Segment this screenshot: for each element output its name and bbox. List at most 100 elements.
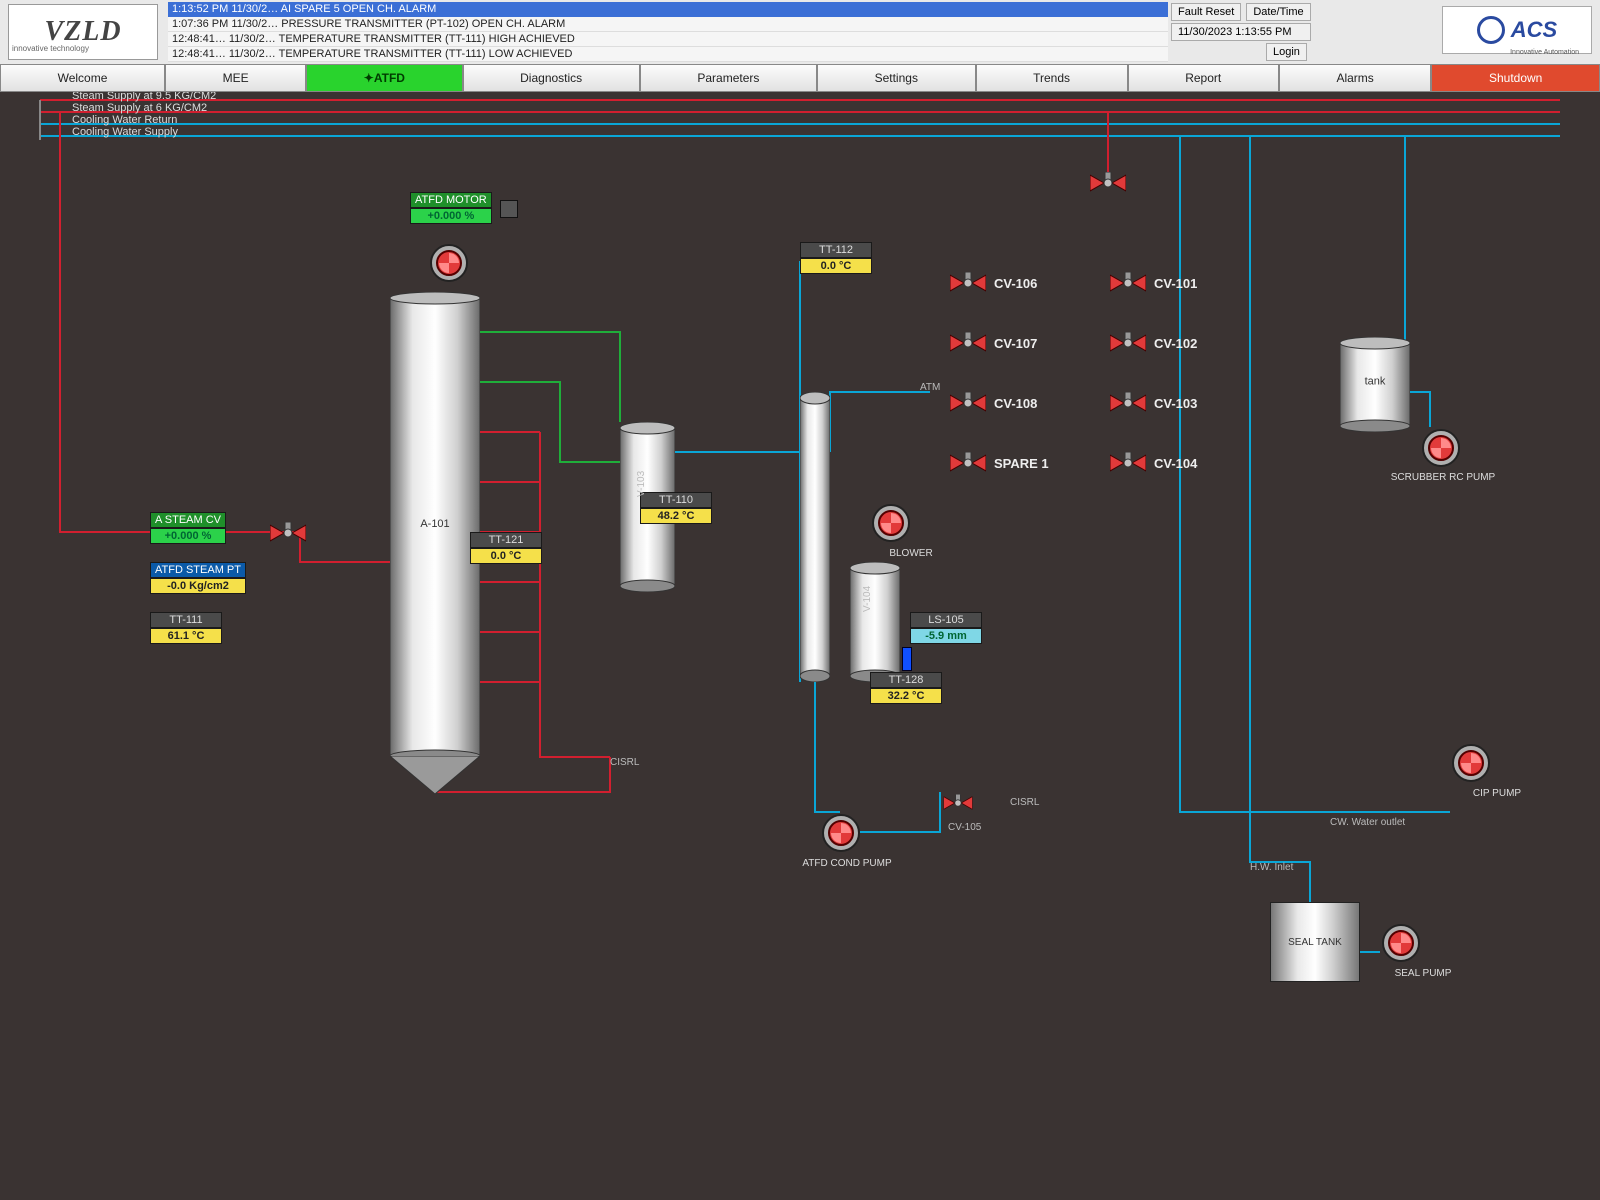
valve-icon[interactable] <box>950 272 986 294</box>
pump-label: BLOWER <box>856 548 966 559</box>
label-hw_in: H.W. Inlet <box>1250 862 1293 873</box>
alarm-row[interactable]: 12:48:41… 11/30/2… TEMPERATURE TRANSMITT… <box>168 47 1168 62</box>
pipe-header-label: Cooling Water Return <box>72 114 177 126</box>
nav-trends[interactable]: Trends <box>976 64 1128 92</box>
tag-value: 0.0 °C <box>470 548 542 564</box>
level-indicator <box>902 647 912 671</box>
navbar: WelcomeMEE✦ ATFDDiagnosticsParametersSet… <box>0 64 1600 92</box>
pump-scrubber-rc-pump[interactable] <box>1420 427 1462 469</box>
leaf-icon: ✦ <box>364 71 374 85</box>
cv-label: CV-106 <box>994 276 1037 291</box>
pump-cip-pump[interactable] <box>1450 742 1492 784</box>
alarm-row[interactable]: 1:13:52 PM 11/30/2… AI SPARE 5 OPEN CH. … <box>168 2 1168 17</box>
nav-label: Report <box>1185 71 1221 85</box>
alarm-row[interactable]: 12:48:41… 11/30/2… TEMPERATURE TRANSMITT… <box>168 32 1168 47</box>
datetime-label: Date/Time <box>1246 3 1310 21</box>
pump-blower[interactable] <box>870 502 912 544</box>
tag-tt_128[interactable]: TT-12832.2 °C <box>870 672 942 704</box>
vessel <box>800 392 830 682</box>
nav-welcome[interactable]: Welcome <box>0 64 165 92</box>
tag-ls_105[interactable]: LS-105-5.9 mm <box>910 612 982 644</box>
tag-tt_112[interactable]: TT-1120.0 °C <box>800 242 872 274</box>
nav-label: ATFD <box>374 71 405 85</box>
pump-atfd-cond-pump[interactable] <box>820 812 862 854</box>
cv-label: CV-102 <box>1154 336 1197 351</box>
tag-value: +0.000 % <box>410 208 492 224</box>
topbar: VZLD innovative technology 1:13:52 PM 11… <box>0 0 1600 92</box>
fault-reset-button[interactable]: Fault Reset <box>1171 3 1241 21</box>
gear-icon <box>1477 16 1505 44</box>
nav-alarms[interactable]: Alarms <box>1279 64 1432 92</box>
label-cw_out: CW. Water outlet <box>1330 817 1405 828</box>
valve-icon[interactable] <box>950 392 986 414</box>
nav-label: Settings <box>875 71 918 85</box>
alarm-row[interactable]: 1:07:36 PM 11/30/2… PRESSURE TRANSMITTER… <box>168 17 1168 32</box>
tag-tt_121[interactable]: TT-1210.0 °C <box>470 532 542 564</box>
a-steam-cv-valve[interactable] <box>270 522 306 544</box>
nav-mee[interactable]: MEE <box>165 64 306 92</box>
datetime-value: 11/30/2023 1:13:55 PM <box>1171 23 1311 41</box>
cv-row-cv-101: CV-101 <box>1110 272 1197 294</box>
cv-label: CV-108 <box>994 396 1037 411</box>
cv-label: SPARE 1 <box>994 456 1049 471</box>
tag-value: 32.2 °C <box>870 688 942 704</box>
tag-label: TT-112 <box>800 242 872 258</box>
svg-text:A-101: A-101 <box>420 518 449 530</box>
nav-atfd[interactable]: ✦ ATFD <box>306 64 462 92</box>
nav-label: Alarms <box>1336 71 1373 85</box>
pump-label: ATFD COND PUMP <box>792 858 902 869</box>
pump-motor[interactable] <box>428 242 470 284</box>
cv-label: CV-107 <box>994 336 1037 351</box>
tag-atfd_steam_pt[interactable]: ATFD STEAM PT-0.0 Kg/cm2 <box>150 562 246 594</box>
tag-a_steam_cv[interactable]: A STEAM CV+0.000 % <box>150 512 226 544</box>
pump-label: SEAL PUMP <box>1368 968 1478 979</box>
tag-value: 0.0 °C <box>800 258 872 274</box>
pump-seal-pump[interactable] <box>1380 922 1422 964</box>
tag-label: ATFD STEAM PT <box>150 562 246 578</box>
nav-label: Welcome <box>58 71 108 85</box>
nav-parameters[interactable]: Parameters <box>640 64 817 92</box>
cv-row-cv-108: CV-108 <box>950 392 1037 414</box>
tag-tt_111[interactable]: TT-11161.1 °C <box>150 612 222 644</box>
motor-status-indicator[interactable] <box>500 200 518 218</box>
login-button[interactable]: Login <box>1266 43 1307 61</box>
valve-icon[interactable] <box>1110 392 1146 414</box>
nav-settings[interactable]: Settings <box>817 64 976 92</box>
valve-icon[interactable] <box>950 332 986 354</box>
vessel <box>850 562 900 682</box>
cv-label: CV-103 <box>1154 396 1197 411</box>
valve-icon[interactable] <box>950 452 986 474</box>
tag-value: 61.1 °C <box>150 628 222 644</box>
nav-label: Parameters <box>697 71 759 85</box>
label-cisrl1: CISRL <box>610 757 639 768</box>
nav-shutdown[interactable]: Shutdown <box>1431 64 1600 92</box>
tag-value: -5.9 mm <box>910 628 982 644</box>
label-v104: V-104 <box>862 586 873 612</box>
label-v103: V-103 <box>636 471 647 497</box>
cv-row-cv-106: CV-106 <box>950 272 1037 294</box>
process-canvas: Steam Supply at 9.5 KG/CM2Steam Supply a… <box>0 92 1600 1200</box>
header-valve[interactable] <box>1090 172 1126 194</box>
tag-label: A STEAM CV <box>150 512 226 528</box>
header-right-info: Fault Reset Date/Time 11/30/2023 1:13:55… <box>1170 2 1430 62</box>
pump-label: SCRUBBER RC PUMP <box>1388 472 1498 483</box>
nav-label: MEE <box>223 71 249 85</box>
valve-icon[interactable] <box>1110 272 1146 294</box>
alarm-list: 1:13:52 PM 11/30/2… AI SPARE 5 OPEN CH. … <box>168 2 1168 62</box>
nav-diagnostics[interactable]: Diagnostics <box>463 64 640 92</box>
tag-atfd_motor[interactable]: ATFD MOTOR+0.000 % <box>410 192 492 224</box>
logo-right-sub: Innovative Automation <box>1510 49 1579 56</box>
nav-label: Shutdown <box>1489 71 1542 85</box>
vessel: tank <box>1340 337 1410 432</box>
valve-icon[interactable] <box>1110 332 1146 354</box>
label-atm: ATM <box>920 382 940 393</box>
nav-report[interactable]: Report <box>1128 64 1279 92</box>
valve-icon[interactable] <box>1110 452 1146 474</box>
tag-tt_110[interactable]: TT-11048.2 °C <box>640 492 712 524</box>
pipe-header-label: Steam Supply at 9.5 KG/CM2 <box>72 92 216 102</box>
logo-right: ACS Innovative Automation <box>1442 6 1592 54</box>
nav-label: Trends <box>1033 71 1070 85</box>
cv-105-valve[interactable] <box>944 794 973 812</box>
tag-label: TT-128 <box>870 672 942 688</box>
svg-text:tank: tank <box>1365 376 1386 388</box>
